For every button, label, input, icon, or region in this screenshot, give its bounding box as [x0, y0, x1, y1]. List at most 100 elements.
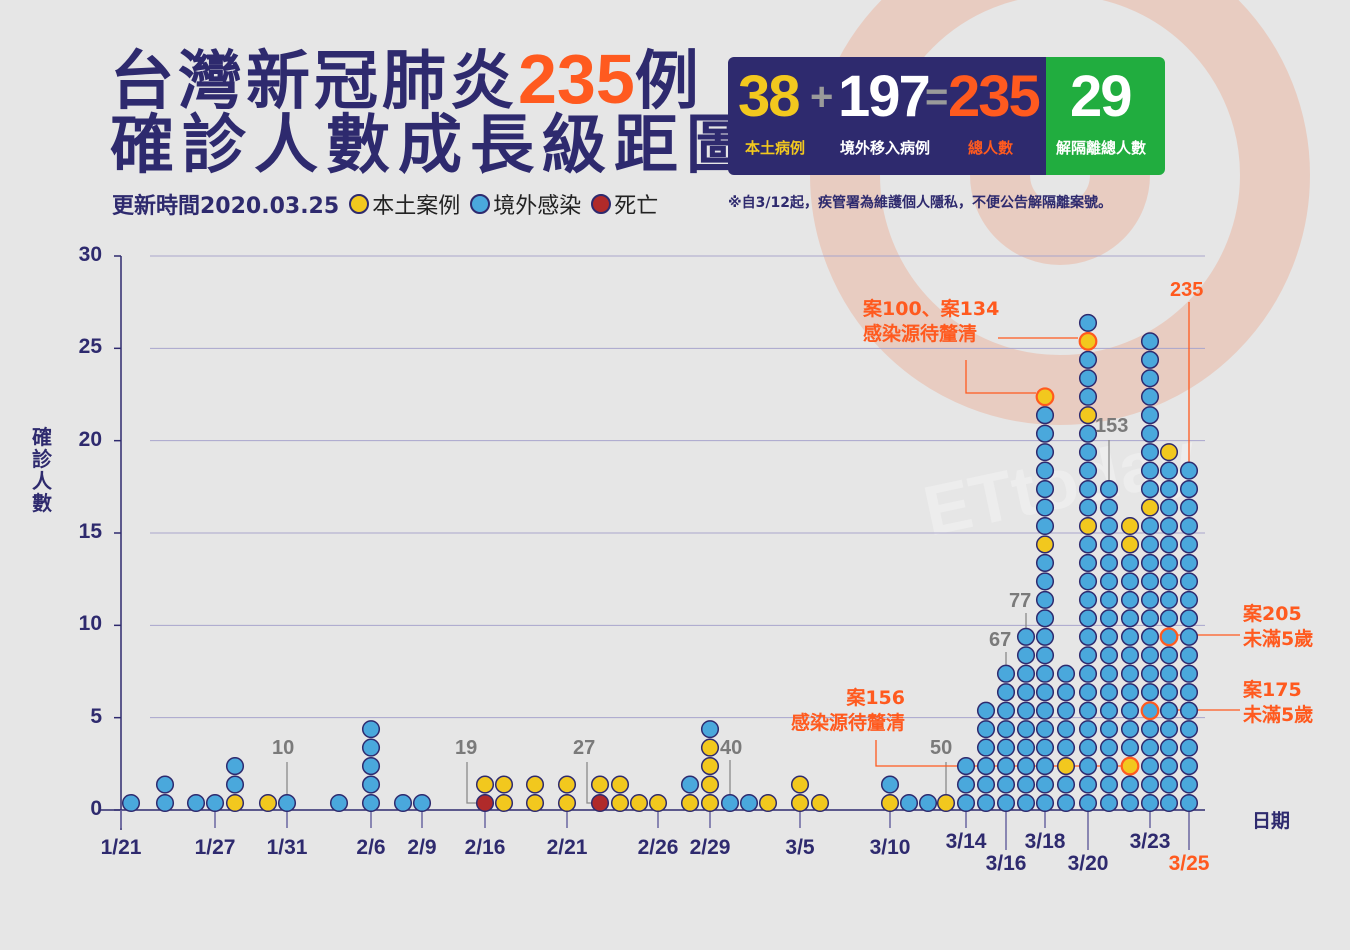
imported-case-dot	[205, 793, 225, 813]
imported-case-dot	[918, 793, 938, 813]
update-time: 更新時間2020.03.25	[112, 194, 340, 219]
cumulative-count-label: 235	[1170, 279, 1204, 301]
imported-case-dot	[1179, 516, 1199, 536]
imported-case-dot	[1035, 738, 1055, 757]
imported-case-dot	[976, 775, 996, 794]
x-tick-label: 3/10	[869, 836, 911, 859]
imported-case-dot	[1016, 683, 1036, 702]
imported-case-dot	[1140, 701, 1160, 721]
leader-line-case100	[965, 360, 1036, 394]
imported-case-dot	[1159, 535, 1179, 554]
cumulative-count-label: 40	[720, 737, 743, 759]
local-case-dot	[936, 793, 956, 813]
local-case-dot	[629, 793, 649, 813]
imported-case-dot	[1099, 738, 1119, 757]
cumulative-count-label: 153	[1095, 415, 1129, 437]
x-tick-label: 3/14	[945, 830, 987, 853]
local-case-dot	[1056, 757, 1076, 776]
imported-case-dot	[1159, 775, 1179, 794]
imported-case-dot	[1179, 775, 1199, 794]
imported-case-dot	[996, 775, 1016, 794]
imported-case-dot	[1078, 350, 1098, 369]
legend-label: 境外感染	[493, 194, 582, 219]
imported-case-dot	[277, 793, 297, 813]
imported-case-dot	[956, 757, 976, 776]
imported-case-dot	[1016, 775, 1036, 794]
imported-case-dot	[1140, 461, 1160, 480]
imported-case-dot	[976, 793, 996, 813]
imported-case-dot	[361, 720, 381, 739]
cumulative-count-label: 77	[1009, 590, 1032, 612]
imported-case-dot	[1035, 406, 1055, 425]
local-case-dot	[1078, 516, 1098, 536]
local-case-dot	[1120, 756, 1140, 776]
imported-case-dot	[1056, 775, 1076, 794]
imported-case-dot	[1140, 369, 1160, 388]
imported-case-dot	[956, 775, 976, 794]
y-tick-label: 5	[90, 704, 102, 728]
imported-case-dot	[1016, 627, 1036, 646]
x-tick-label: 1/31	[266, 836, 308, 859]
legend-label: 死亡	[614, 194, 659, 219]
imported-case-dot	[1140, 738, 1160, 757]
imported-case-dot	[1179, 738, 1199, 757]
case-summary: 38 + 197 = 235 本土病例 境外移入病例 總人數	[728, 57, 1046, 175]
imported-case-dot	[1056, 701, 1076, 720]
imported-case-dot	[1179, 609, 1199, 628]
imported-case-dot	[1035, 720, 1055, 739]
imported-case-dot	[1140, 590, 1160, 609]
imported-case-dot	[1120, 683, 1140, 702]
imported-case-dot	[1159, 793, 1179, 813]
x-tick-label: 2/6	[356, 836, 386, 859]
imported-case-dot	[1035, 443, 1055, 462]
imported-case-dot	[361, 775, 381, 794]
imported-case-dot	[1179, 683, 1199, 702]
imported-case-dot	[1120, 738, 1140, 757]
imported-case-dot	[1120, 646, 1140, 665]
imported-case-dot	[1078, 664, 1098, 683]
imported-case-dot	[1099, 757, 1119, 776]
imported-case-dot	[1078, 443, 1098, 462]
local-case-dot	[1140, 498, 1160, 517]
imported-case-dot	[1099, 646, 1119, 665]
imported-case-dot	[996, 664, 1016, 683]
imported-case-dot	[1140, 757, 1160, 776]
imported-case-dot	[1016, 664, 1036, 683]
imported-case-dot	[1179, 627, 1199, 646]
x-tick-label: 1/27	[194, 836, 236, 859]
imported-case-dot	[1159, 553, 1179, 572]
imported-case-dot	[1179, 757, 1199, 776]
imported-case-dot	[1159, 627, 1179, 647]
x-tick-label: 3/18	[1024, 830, 1066, 853]
imported-case-dot	[1140, 683, 1160, 702]
imported-case-dot	[329, 793, 349, 813]
local-case-dot	[790, 775, 810, 794]
imported-case-dot	[1179, 720, 1199, 739]
imported-case-dot	[1120, 609, 1140, 628]
imported-case-dot	[1140, 720, 1160, 739]
local-case-dot	[700, 757, 720, 776]
local-case-dot	[1035, 535, 1055, 554]
imported-case-dot	[1035, 590, 1055, 609]
imported-case-dot	[1078, 369, 1098, 388]
local-case-dot	[1078, 331, 1098, 351]
x-tick-label: 2/26	[637, 836, 679, 859]
annotation-text: 未滿5歲	[1243, 704, 1314, 726]
imported-case-dot	[1099, 793, 1119, 813]
imported-case-dot	[739, 793, 759, 813]
imported-case-dot	[899, 793, 919, 813]
imported-case-dot	[1140, 609, 1160, 628]
annotation-title: 案100、案134	[863, 298, 1000, 320]
x-tick-label: 1/21	[100, 836, 142, 859]
local-case-dot	[525, 775, 545, 794]
imported-case-dot	[1078, 498, 1098, 517]
local-case-dot	[557, 775, 577, 794]
local-case-dot	[680, 793, 700, 813]
imported-case-dot	[1078, 480, 1098, 499]
y-tick-label: 0	[90, 797, 102, 820]
local-case-dot	[880, 793, 900, 813]
imported-case-dot	[1120, 793, 1140, 813]
y-axis-label: 確診人數	[32, 425, 52, 515]
imported-case-dot	[996, 720, 1016, 739]
imported-case-dot	[1078, 535, 1098, 554]
